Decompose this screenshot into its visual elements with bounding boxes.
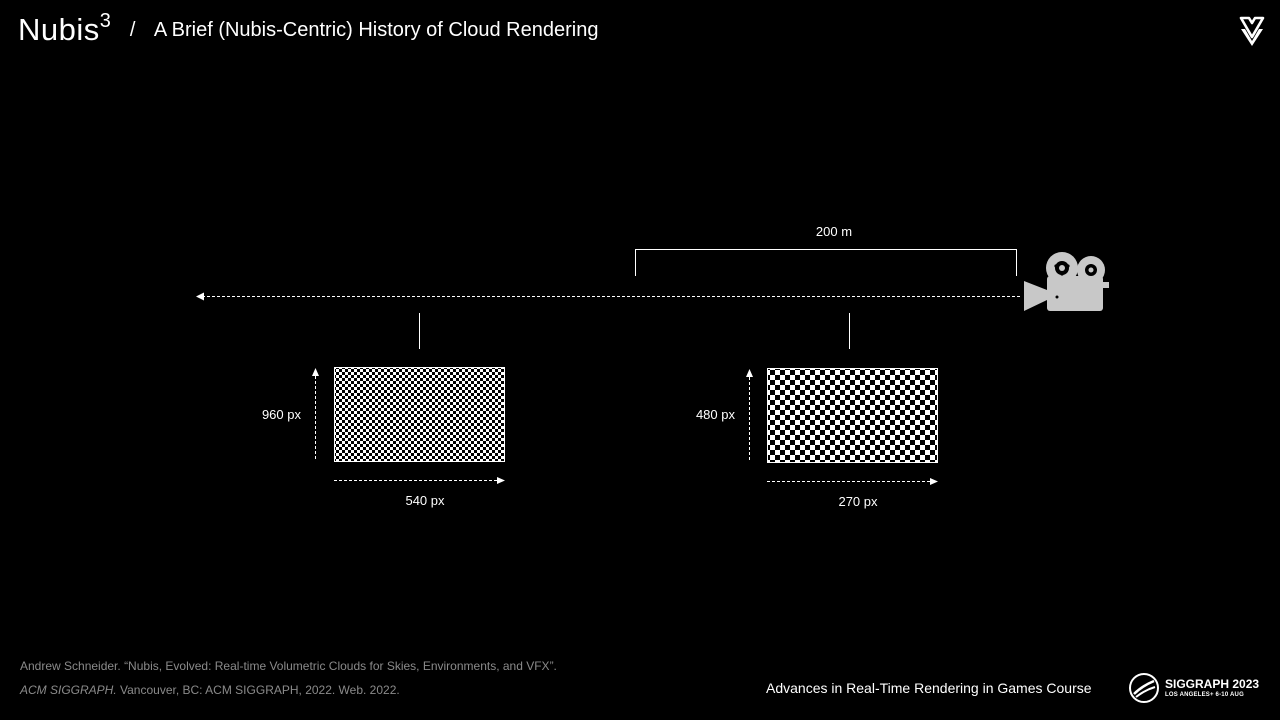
far-height-arrowhead <box>746 369 753 377</box>
citation-line-1: Andrew Schneider. “Nubis, Evolved: Real-… <box>20 659 557 673</box>
near-height-arrowhead <box>312 368 319 376</box>
slide-title: Nubis3 / A Brief (Nubis-Centric) History… <box>18 9 599 48</box>
brand-superscript: 3 <box>99 9 112 32</box>
citation-line-2: ACM SIGGRAPH. Vancouver, BC: ACM SIGGRAP… <box>20 683 400 697</box>
citation-details: Vancouver, BC: ACM SIGGRAPH, 2022. Web. … <box>116 683 400 697</box>
far-width-arrowhead <box>930 478 938 485</box>
slide-subtitle: A Brief (Nubis-Centric) History of Cloud… <box>153 19 599 41</box>
citation-venue: ACM SIGGRAPH. <box>20 683 117 697</box>
view-ray-arrowhead <box>196 292 204 301</box>
siggraph-logo-icon <box>1129 673 1159 703</box>
near-buffer-texture <box>334 367 505 462</box>
movie-camera-icon <box>1024 252 1109 311</box>
distance-label: 200 m <box>816 224 852 239</box>
far-width-label: 270 px <box>838 494 878 509</box>
title-separator: / <box>129 19 136 41</box>
far-height-label: 480 px <box>696 407 736 422</box>
near-width-arrowhead <box>497 477 505 484</box>
brand-name: Nubis3 <box>18 9 112 47</box>
distance-bracket <box>635 249 1017 276</box>
course-name: Advances in Real-Time Rendering in Games… <box>766 680 1092 696</box>
far-buffer-texture <box>767 368 938 463</box>
siggraph-location-dates: LOS ANGELES+ 6-10 AUG <box>1165 692 1244 698</box>
siggraph-name: SIGGRAPH 2023 <box>1165 677 1260 691</box>
near-height-label: 960 px <box>262 407 302 422</box>
near-width-label: 540 px <box>405 493 445 508</box>
studio-logo-icon <box>1239 16 1265 46</box>
